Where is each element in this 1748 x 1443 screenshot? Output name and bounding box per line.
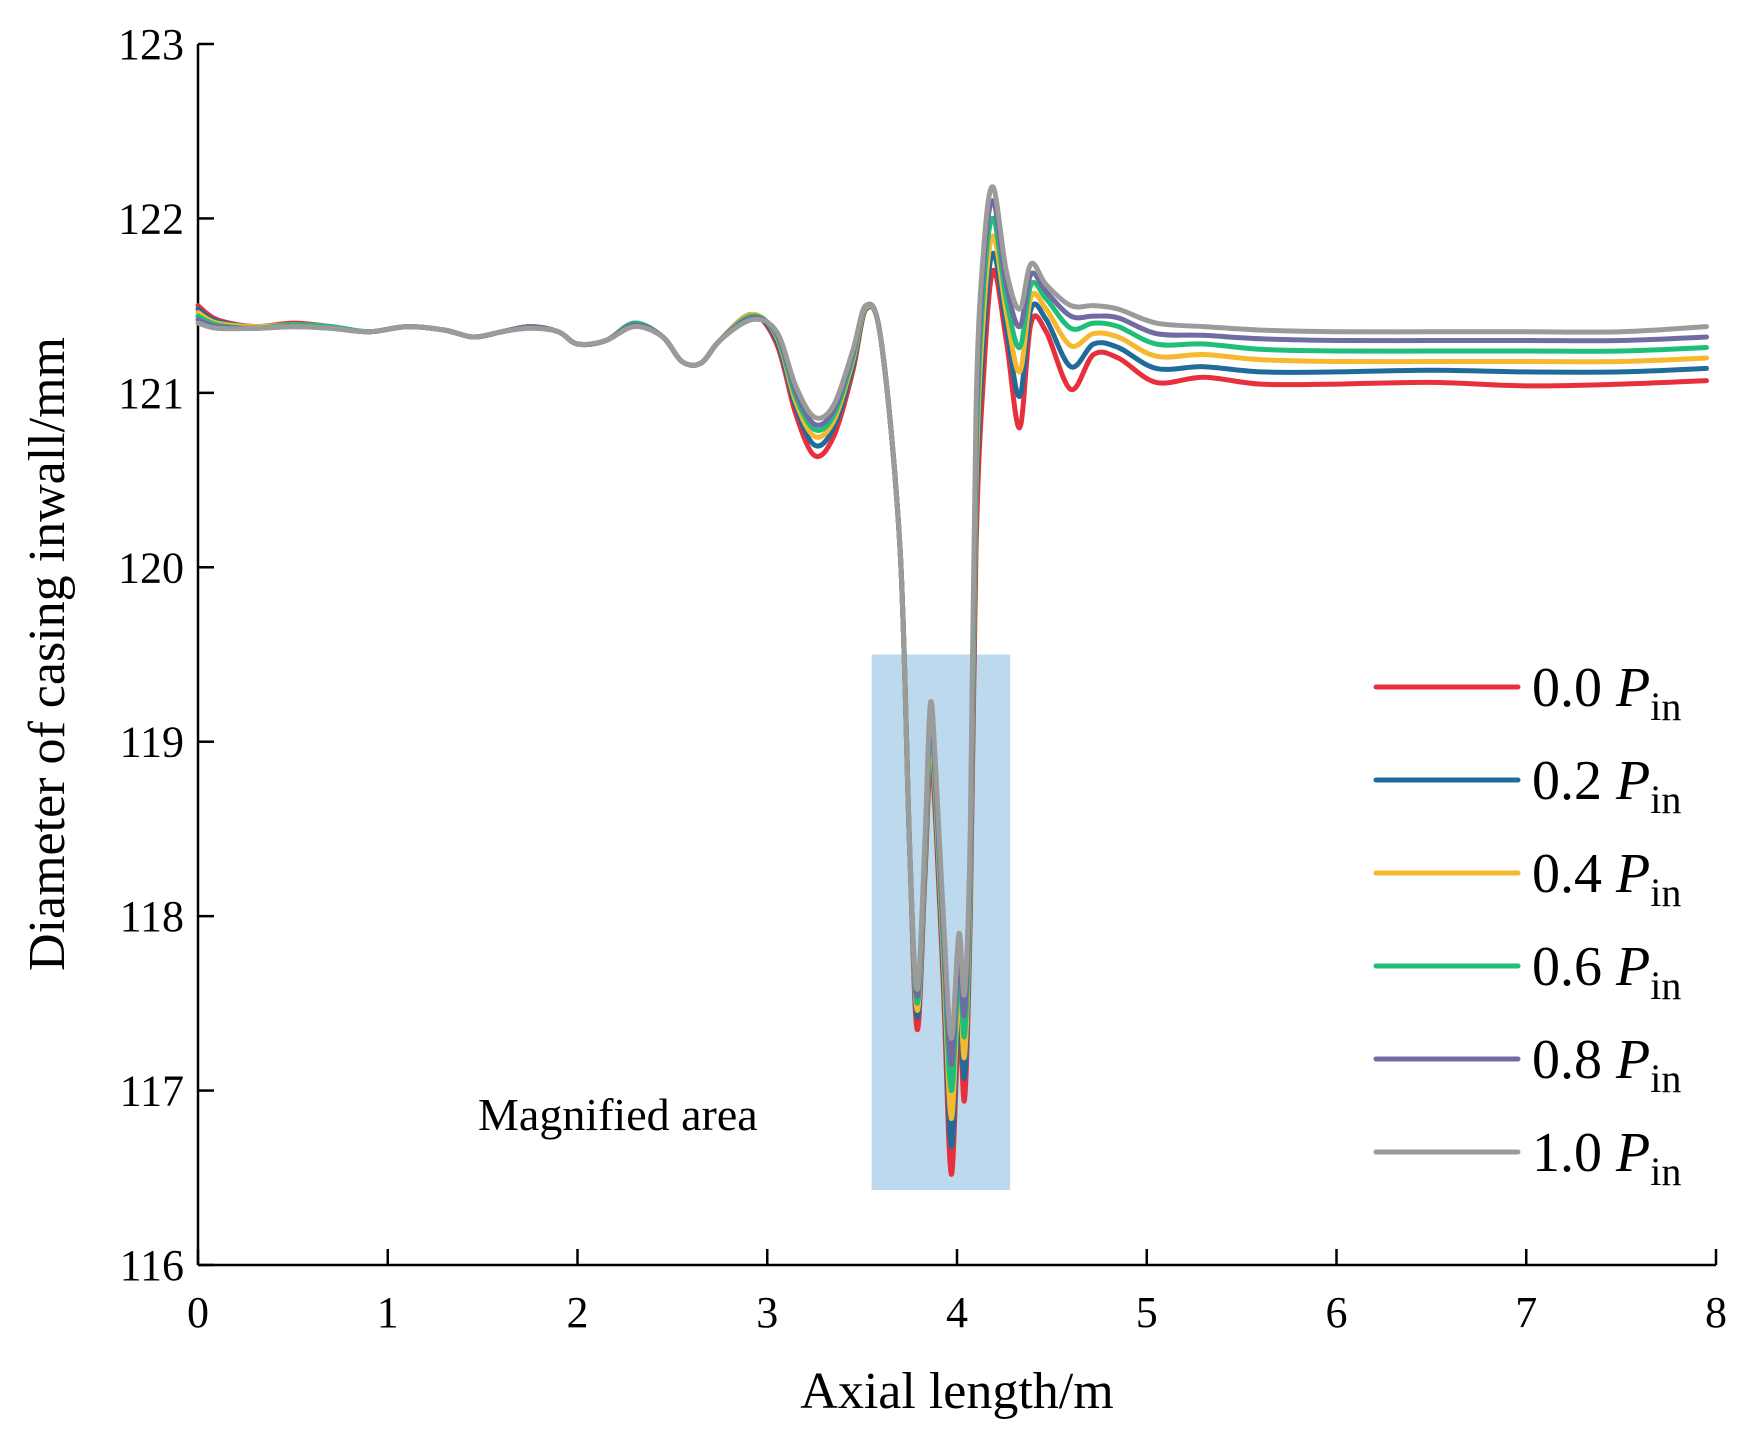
y-tick-label: 120 (118, 543, 184, 592)
legend-label: 0.8 Pin (1532, 1029, 1681, 1101)
x-ticks: 0 1 2 3 4 5 6 7 8 (187, 1249, 1727, 1337)
y-tick-label: 116 (120, 1241, 184, 1290)
x-tick-label: 1 (377, 1288, 399, 1337)
legend-label: 0.0 Pin (1532, 657, 1681, 729)
x-axis-title: Axial length/m (800, 1363, 1113, 1420)
y-tick-label: 117 (120, 1067, 184, 1116)
x-tick-label: 2 (567, 1288, 589, 1337)
legend: 0.0 Pin 0.2 Pin 0.4 Pin 0.6 Pin 0.8 Pin 1.0 P… (1373, 657, 1681, 1194)
y-tick-label: 122 (118, 194, 184, 243)
x-tick-label: 7 (1515, 1288, 1537, 1337)
series-line-1-0 (195, 184, 1709, 1041)
y-tick-label: 121 (118, 369, 184, 418)
series-lines (195, 184, 1709, 1177)
x-tick-label: 6 (1326, 1288, 1348, 1337)
x-tick-label: 8 (1705, 1288, 1727, 1337)
magnified-area-label: Magnified area (478, 1089, 758, 1140)
x-tick-label: 0 (187, 1288, 209, 1337)
x-tick-label: 4 (946, 1288, 968, 1337)
legend-label: 0.2 Pin (1532, 750, 1681, 822)
y-ticks: 116 117 118 119 120 121 122 123 (118, 20, 214, 1290)
y-tick-label: 118 (120, 892, 184, 941)
y-axis-title: Diameter of casing inwall/mm (19, 337, 76, 971)
y-tick-label: 119 (120, 718, 184, 767)
x-tick-label: 5 (1136, 1288, 1158, 1337)
legend-label: 0.4 Pin (1532, 843, 1681, 915)
y-tick-label: 123 (118, 20, 184, 69)
legend-label: 1.0 Pin (1532, 1122, 1681, 1194)
x-tick-label: 3 (756, 1288, 778, 1337)
legend-label: 0.6 Pin (1532, 936, 1681, 1008)
